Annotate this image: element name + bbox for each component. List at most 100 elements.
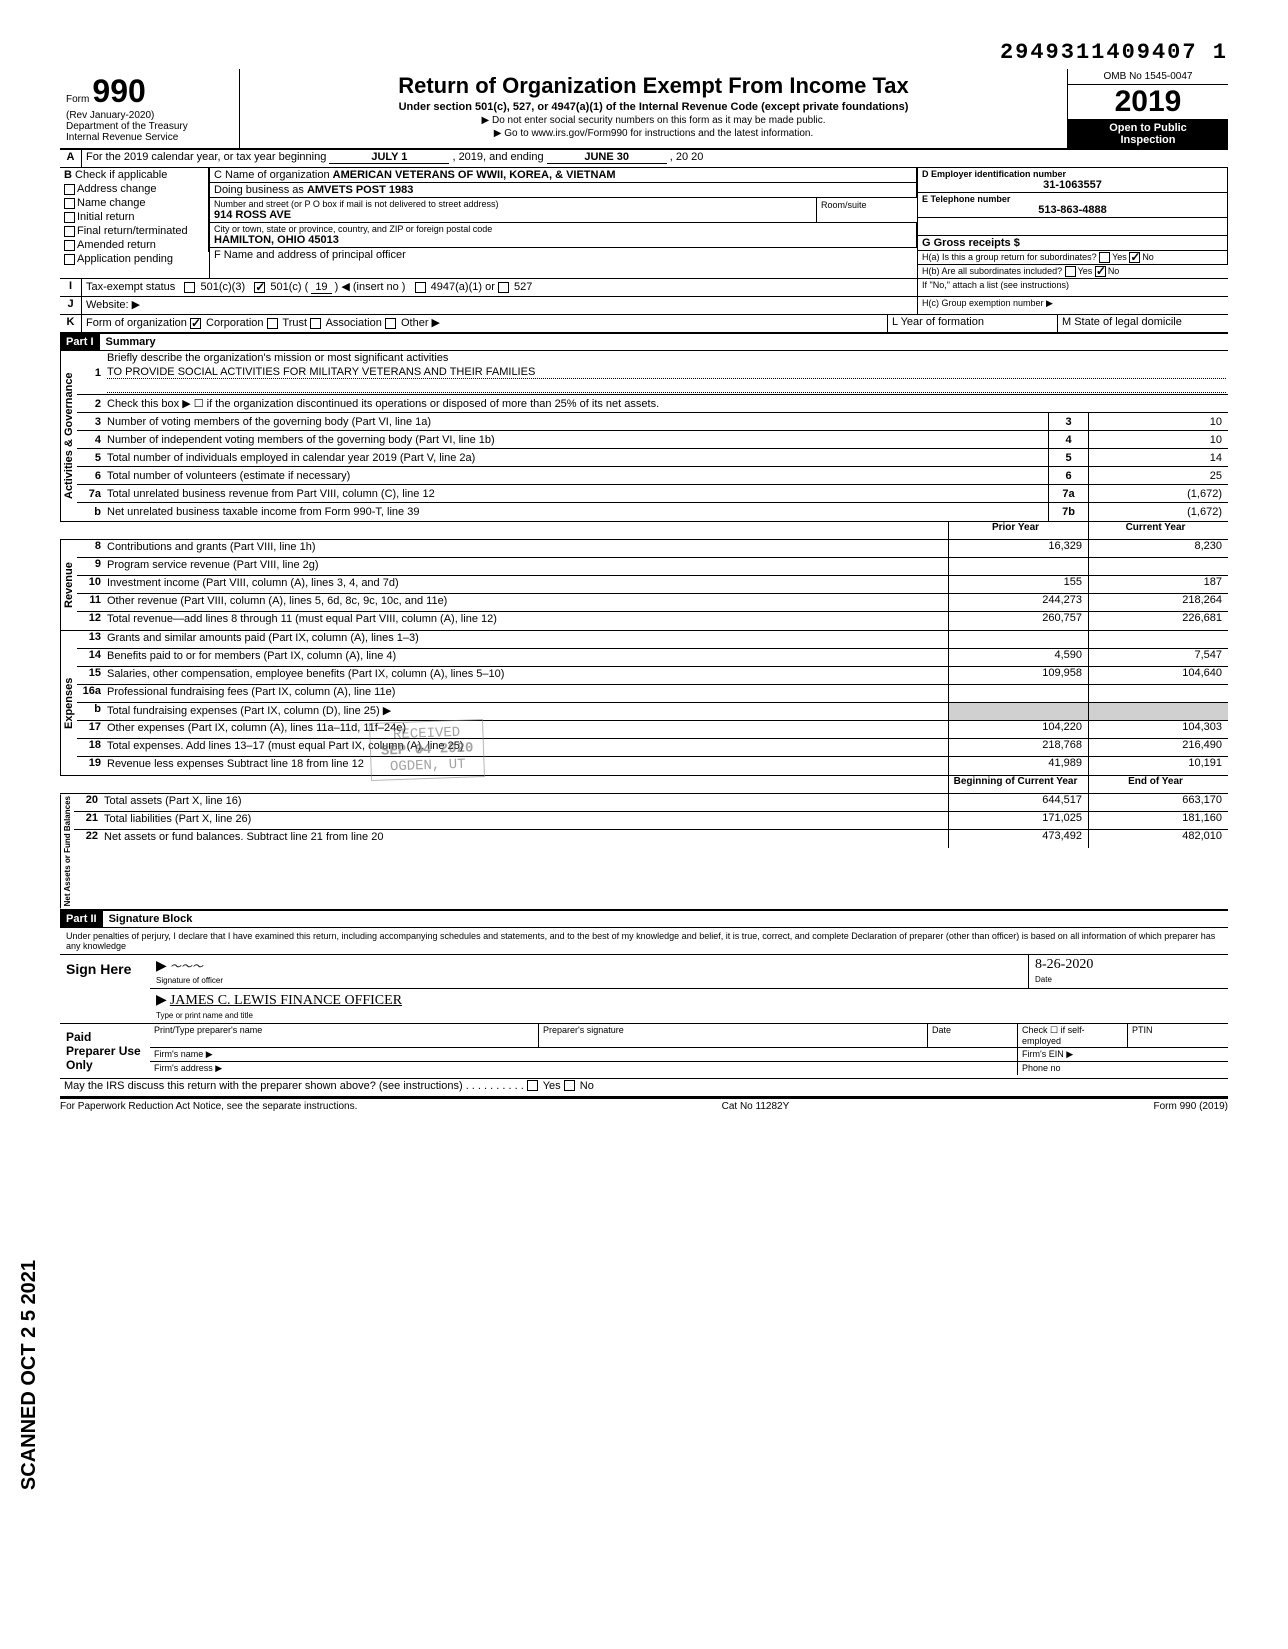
check-address-change[interactable] xyxy=(64,184,75,195)
eoy-header: End of Year xyxy=(1088,776,1228,793)
l12-curr: 226,681 xyxy=(1088,612,1228,630)
form-prefix: Form xyxy=(66,94,89,105)
l20-prior: 644,517 xyxy=(948,794,1088,811)
check-final-return[interactable] xyxy=(64,226,75,237)
check-discuss-no[interactable] xyxy=(564,1080,575,1091)
self-employed-label: Check ☐ if self-employed xyxy=(1018,1024,1128,1047)
firm-address-label: Firm's address ▶ xyxy=(150,1062,1018,1075)
check-527[interactable] xyxy=(498,282,509,293)
l18-text: Total expenses. Add lines 13–17 (must eq… xyxy=(105,739,948,756)
check-trust[interactable] xyxy=(267,318,278,329)
tax-year-begin[interactable]: JULY 1 xyxy=(329,151,449,164)
l21-num: 21 xyxy=(74,812,102,829)
l16a-curr xyxy=(1088,685,1228,702)
current-year-header: Current Year xyxy=(1088,522,1228,539)
opt-trust: Trust xyxy=(282,317,307,329)
goto-url: ▶ Go to www.irs.gov/Form990 for instruct… xyxy=(246,128,1061,139)
ha-no: No xyxy=(1142,252,1154,262)
l14-prior: 4,590 xyxy=(948,649,1088,666)
l17-num: 17 xyxy=(77,721,105,738)
net-assets-label: Net Assets or Fund Balances xyxy=(60,794,74,908)
l10-text: Investment income (Part VIII, column (A)… xyxy=(105,576,948,593)
l9-num: 9 xyxy=(77,558,105,575)
hb-yes: Yes xyxy=(1078,266,1093,276)
check-initial-return[interactable] xyxy=(64,212,75,223)
l12-num: 12 xyxy=(77,612,105,630)
l22-curr: 482,010 xyxy=(1088,830,1228,848)
line-b-label: B xyxy=(64,169,72,181)
check-501c3[interactable] xyxy=(184,282,195,293)
perjury-statement: Under penalties of perjury, I declare th… xyxy=(60,928,1228,955)
document-locator-number: 2949311409407 1 xyxy=(60,40,1228,65)
l5-box: 5 xyxy=(1048,449,1088,466)
501c-number[interactable]: 19 xyxy=(311,281,331,294)
preparer-sig-label: Preparer's signature xyxy=(539,1024,928,1047)
scanned-stamp: SCANNED OCT 2 5 2021 xyxy=(18,1260,41,1490)
ha-yes: Yes xyxy=(1112,252,1127,262)
l7b-box: 7b xyxy=(1048,503,1088,521)
l16b-text: Total fundraising expenses (Part IX, col… xyxy=(105,703,948,720)
l14-text: Benefits paid to or for members (Part IX… xyxy=(105,649,948,666)
activities-governance-label: Activities & Governance xyxy=(60,351,77,521)
form-header: Form 990 (Rev January-2020) Department o… xyxy=(60,69,1228,150)
firm-phone-label: Phone no xyxy=(1018,1062,1228,1075)
hb-label: H(b) Are all subordinates included? xyxy=(922,266,1062,276)
dept-treasury: Department of the Treasury xyxy=(66,121,233,132)
l13-text: Grants and similar amounts paid (Part IX… xyxy=(105,631,948,648)
l4-val: 10 xyxy=(1088,431,1228,448)
l7a-val: (1,672) xyxy=(1088,485,1228,502)
l15-num: 15 xyxy=(77,667,105,684)
discuss-label: May the IRS discuss this return with the… xyxy=(64,1080,463,1092)
check-hb-yes[interactable] xyxy=(1065,266,1076,277)
l2-text: Check this box ▶ ☐ if the organization d… xyxy=(105,396,1228,411)
check-4947[interactable] xyxy=(415,282,426,293)
l3-text: Number of voting members of the governin… xyxy=(105,415,1048,429)
l20-curr: 663,170 xyxy=(1088,794,1228,811)
l17-text: Other expenses (Part IX, column (A), lin… xyxy=(105,721,948,738)
form-number: 990 xyxy=(92,73,145,109)
paperwork-notice: For Paperwork Reduction Act Notice, see … xyxy=(60,1101,357,1112)
check-hb-no[interactable] xyxy=(1095,266,1106,277)
ptin-label: PTIN xyxy=(1128,1024,1228,1047)
l3-box: 3 xyxy=(1048,413,1088,430)
check-ha-yes[interactable] xyxy=(1099,252,1110,263)
form-subtitle: Under section 501(c), 527, or 4947(a)(1)… xyxy=(246,101,1061,113)
insert-no: ) ◀ (insert no ) xyxy=(335,281,406,293)
firm-name-label: Firm's name ▶ xyxy=(150,1048,1018,1061)
l13-num: 13 xyxy=(77,631,105,648)
discuss-no: No xyxy=(580,1080,594,1092)
irs-label: Internal Revenue Service xyxy=(66,132,233,143)
check-ha-no[interactable] xyxy=(1129,252,1140,263)
form-rev: (Rev January-2020) xyxy=(66,110,233,121)
l4-text: Number of independent voting members of … xyxy=(105,433,1048,447)
l7a-text: Total unrelated business revenue from Pa… xyxy=(105,487,1048,501)
check-amended-return[interactable] xyxy=(64,240,75,251)
check-application-pending[interactable] xyxy=(64,254,75,265)
check-association[interactable] xyxy=(310,318,321,329)
discuss-yes: Yes xyxy=(543,1080,561,1092)
l16a-num: 16a xyxy=(77,685,105,702)
stamp-ogden: OGDEN, UT xyxy=(381,757,474,776)
open-to-public: Open to Public xyxy=(1070,122,1226,134)
inspection: Inspection xyxy=(1070,134,1226,146)
check-other[interactable] xyxy=(385,318,396,329)
phone-label: E Telephone number xyxy=(922,194,1223,204)
l7b-text: Net unrelated business taxable income fr… xyxy=(105,505,1048,519)
l17-prior: 104,220 xyxy=(948,721,1088,738)
check-501c[interactable] xyxy=(254,282,265,293)
form-title: Return of Organization Exempt From Incom… xyxy=(246,73,1061,99)
tax-year-end[interactable]: JUNE 30 xyxy=(547,151,667,164)
ein-value: 31-1063557 xyxy=(922,179,1223,191)
opt-application-pending: Application pending xyxy=(77,253,173,265)
l17-curr: 104,303 xyxy=(1088,721,1228,738)
l9-text: Program service revenue (Part VIII, line… xyxy=(105,558,948,575)
l6-val: 25 xyxy=(1088,467,1228,484)
expenses-label: Expenses xyxy=(60,631,77,775)
phone-value: 513-863-4888 xyxy=(922,204,1223,216)
check-discuss-yes[interactable] xyxy=(527,1080,538,1091)
check-corporation[interactable] xyxy=(190,318,201,329)
l7b-num: b xyxy=(77,506,105,518)
l6-text: Total number of volunteers (estimate if … xyxy=(105,469,1048,483)
check-name-change[interactable] xyxy=(64,198,75,209)
l13-prior xyxy=(948,631,1088,648)
